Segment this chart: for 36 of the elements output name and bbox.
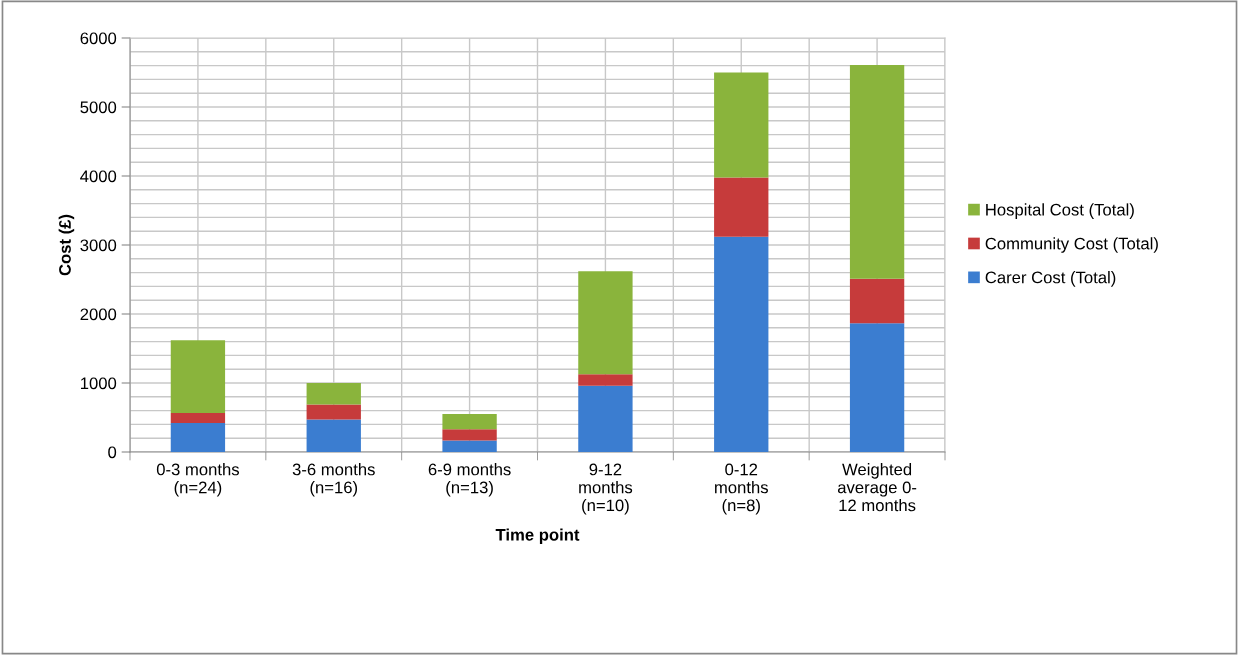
bar	[170, 413, 226, 424]
y-tick-label: 4000	[80, 170, 117, 183]
bar	[714, 236, 769, 452]
bar	[306, 404, 361, 420]
x-axis-title: Time point	[495, 528, 580, 544]
bar	[714, 72, 769, 178]
bar	[714, 177, 769, 237]
bar	[578, 385, 633, 452]
x-tick-label: Weighted average 0- 12 months	[837, 463, 917, 512]
bar	[578, 374, 633, 386]
y-tick-label: 2000	[80, 308, 117, 321]
x-tick-label: 0-12 months (n=8)	[715, 463, 768, 515]
y-tick-label: 6000	[80, 32, 117, 45]
bar	[849, 64, 905, 279]
bar	[306, 383, 361, 405]
legend-label: Hospital Cost (Total)	[986, 203, 1134, 219]
bar	[849, 323, 905, 452]
bar	[442, 429, 497, 441]
bar	[170, 423, 226, 452]
bar	[170, 340, 226, 414]
bar	[442, 414, 497, 430]
bar	[306, 419, 361, 452]
x-tick-label: 3-6 months (n=16)	[292, 463, 375, 497]
legend-label: Carer Cost (Total)	[985, 271, 1116, 287]
bar	[849, 278, 905, 324]
y-tick-label: 0	[108, 446, 117, 459]
bar	[442, 440, 497, 452]
y-tick-label: 5000	[80, 101, 117, 114]
x-tick-label: 0-3 months (n=24)	[156, 463, 240, 497]
y-tick-label: 1000	[81, 377, 117, 390]
x-tick-label: 6-9 months (n=13)	[428, 463, 511, 497]
bar	[578, 271, 633, 375]
x-tick-label: 9-12 months (n=10)	[579, 463, 633, 515]
y-tick-label: 3000	[80, 239, 117, 252]
y-axis-title: Cost (£)	[58, 214, 75, 276]
legend-label: Community Cost (Total)	[985, 237, 1158, 253]
